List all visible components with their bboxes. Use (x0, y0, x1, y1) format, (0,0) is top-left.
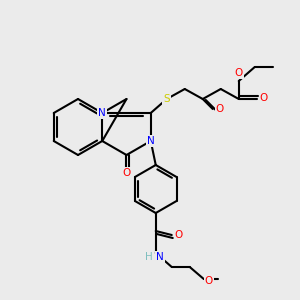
Text: N: N (98, 108, 106, 118)
Text: N: N (147, 136, 154, 146)
Text: O: O (260, 93, 268, 103)
Text: O: O (175, 230, 183, 240)
Text: O: O (122, 168, 130, 178)
Text: S: S (164, 94, 170, 104)
Text: O: O (205, 276, 213, 286)
Text: N: N (156, 252, 164, 262)
Text: O: O (216, 104, 224, 114)
Text: H: H (145, 252, 153, 262)
Text: O: O (235, 68, 243, 78)
